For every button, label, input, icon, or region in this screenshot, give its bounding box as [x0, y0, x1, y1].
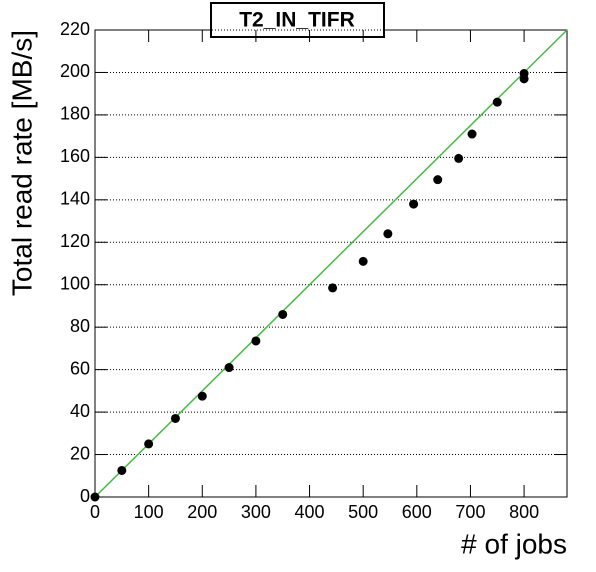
- x-tick-label: 700: [455, 502, 485, 522]
- y-axis-title: Total read rate [MB/s]: [6, 30, 37, 296]
- data-point: [492, 97, 502, 107]
- data-point: [519, 69, 529, 79]
- data-point: [278, 309, 288, 319]
- y-tick-label: 120: [60, 231, 90, 251]
- data-point: [383, 229, 393, 239]
- y-tick-label: 0: [80, 486, 90, 506]
- title-box: [210, 2, 385, 38]
- data-point: [454, 153, 464, 163]
- y-tick-label: 180: [60, 104, 90, 124]
- x-tick-label: 600: [402, 502, 432, 522]
- x-axis-title: # of jobs: [461, 528, 567, 559]
- x-tick-label: 200: [187, 502, 217, 522]
- y-tick-label: 100: [60, 273, 90, 293]
- x-tick-label: 100: [134, 502, 164, 522]
- data-point: [433, 175, 443, 185]
- data-point: [358, 256, 368, 266]
- x-tick-label: 0: [90, 502, 100, 522]
- y-tick-label: 60: [70, 358, 90, 378]
- x-tick-label: 500: [348, 502, 378, 522]
- y-tick-label: 40: [70, 401, 90, 421]
- data-point: [144, 439, 154, 449]
- data-point: [224, 363, 234, 373]
- data-point: [328, 283, 338, 293]
- data-point: [117, 465, 127, 475]
- data-point: [251, 336, 261, 346]
- data-point: [197, 391, 207, 401]
- y-tick-label: 160: [60, 146, 90, 166]
- data-point: [467, 129, 477, 139]
- data-point: [90, 492, 100, 502]
- data-point: [170, 413, 180, 423]
- y-tick-label: 20: [70, 443, 90, 463]
- y-tick-label: 200: [60, 61, 90, 81]
- y-tick-label: 140: [60, 189, 90, 209]
- y-tick-label: 80: [70, 316, 90, 336]
- y-tick-label: 220: [60, 19, 90, 39]
- chart-title: T2_IN_TIFR: [239, 9, 355, 32]
- data-point: [409, 199, 419, 209]
- x-tick-label: 300: [241, 502, 271, 522]
- x-tick-label: 400: [295, 502, 325, 522]
- x-tick-label: 800: [509, 502, 539, 522]
